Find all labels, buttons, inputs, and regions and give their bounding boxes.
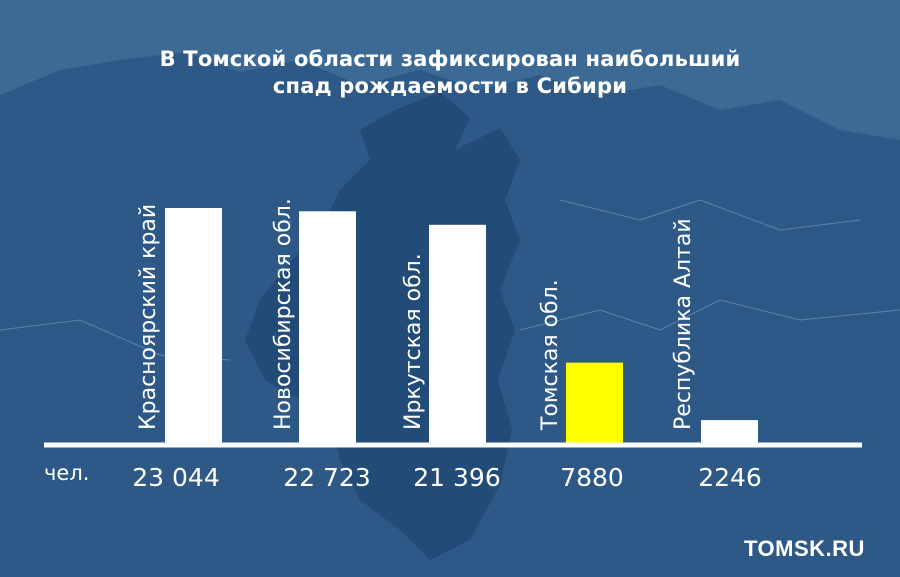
value-label-4: 7880 [560, 463, 624, 492]
value-label-3: 21 396 [413, 463, 500, 492]
bar-3 [429, 224, 486, 443]
category-label-2: Новосибирская обл. [271, 198, 296, 430]
value-label-5: 2246 [698, 463, 762, 492]
value-label-1: 23 044 [132, 463, 219, 492]
bar-5 [701, 420, 758, 443]
category-label-5: Республика Алтай [671, 218, 696, 430]
title-line-2: спад рождаемости в Сибири [272, 74, 628, 98]
title-line-1: В Томской области зафиксирован наибольши… [159, 47, 741, 71]
category-label-1: Красноярский край [136, 204, 161, 430]
category-label-3: Иркутская обл. [401, 253, 426, 430]
category-label-4: Томская обл. [538, 279, 563, 431]
brand-logo: TOMSK.RU [744, 536, 865, 561]
value-label-2: 22 723 [283, 463, 370, 492]
bar-2 [299, 211, 356, 443]
unit-label: чел. [44, 461, 90, 485]
bar-4 [566, 362, 623, 443]
bar-1 [165, 208, 222, 443]
chart-title: В Томской области зафиксирован наибольши… [100, 46, 800, 100]
